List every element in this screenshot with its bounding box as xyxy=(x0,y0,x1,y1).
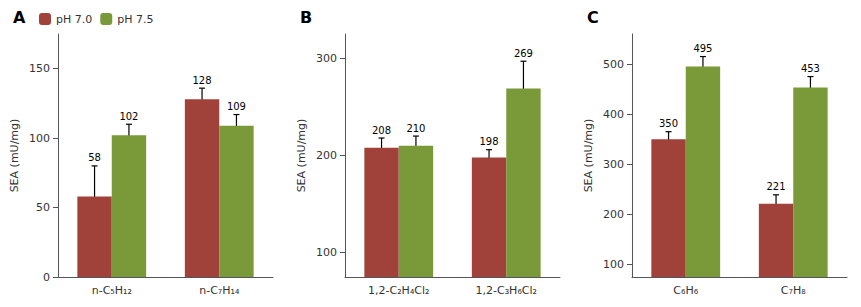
svg-text:109: 109 xyxy=(227,101,246,112)
svg-text:pH 7.5: pH 7.5 xyxy=(117,13,153,26)
svg-text:C₇H₈: C₇H₈ xyxy=(781,284,806,297)
svg-text:0: 0 xyxy=(43,271,50,284)
svg-text:300: 300 xyxy=(603,158,624,171)
svg-text:221: 221 xyxy=(767,181,786,192)
svg-text:100: 100 xyxy=(316,246,337,259)
svg-text:150: 150 xyxy=(29,62,50,75)
svg-text:500: 500 xyxy=(603,58,624,71)
svg-text:100: 100 xyxy=(29,132,50,145)
svg-text:200: 200 xyxy=(603,208,624,221)
svg-text:208: 208 xyxy=(372,125,391,136)
svg-text:SEA (mU/mg): SEA (mU/mg) xyxy=(582,119,595,193)
svg-text:SEA (mU/mg): SEA (mU/mg) xyxy=(295,119,308,193)
svg-text:pH 7.0: pH 7.0 xyxy=(56,13,92,26)
svg-text:1,2-C₃H₆Cl₂: 1,2-C₃H₆Cl₂ xyxy=(476,284,537,297)
svg-text:200: 200 xyxy=(316,149,337,162)
svg-text:128: 128 xyxy=(193,75,212,86)
svg-text:C: C xyxy=(587,8,599,27)
svg-text:C₆H₆: C₆H₆ xyxy=(673,284,698,297)
svg-text:198: 198 xyxy=(480,136,499,147)
svg-text:269: 269 xyxy=(514,48,533,59)
svg-text:210: 210 xyxy=(406,123,425,134)
svg-text:350: 350 xyxy=(659,118,678,129)
svg-text:50: 50 xyxy=(36,201,50,214)
svg-text:n-C₇H₁₄: n-C₇H₁₄ xyxy=(199,284,240,297)
svg-text:SEA (mU/mg): SEA (mU/mg) xyxy=(8,119,21,193)
svg-text:B: B xyxy=(300,8,312,27)
svg-text:A: A xyxy=(13,8,26,27)
svg-text:n-C₅H₁₂: n-C₅H₁₂ xyxy=(92,284,132,297)
svg-text:102: 102 xyxy=(119,111,138,122)
svg-text:300: 300 xyxy=(316,52,337,65)
svg-text:400: 400 xyxy=(603,108,624,121)
svg-text:495: 495 xyxy=(693,43,712,54)
svg-text:100: 100 xyxy=(603,258,624,271)
svg-text:453: 453 xyxy=(801,63,820,74)
svg-text:58: 58 xyxy=(88,152,101,163)
svg-text:1,2-C₂H₄Cl₂: 1,2-C₂H₄Cl₂ xyxy=(368,284,429,297)
